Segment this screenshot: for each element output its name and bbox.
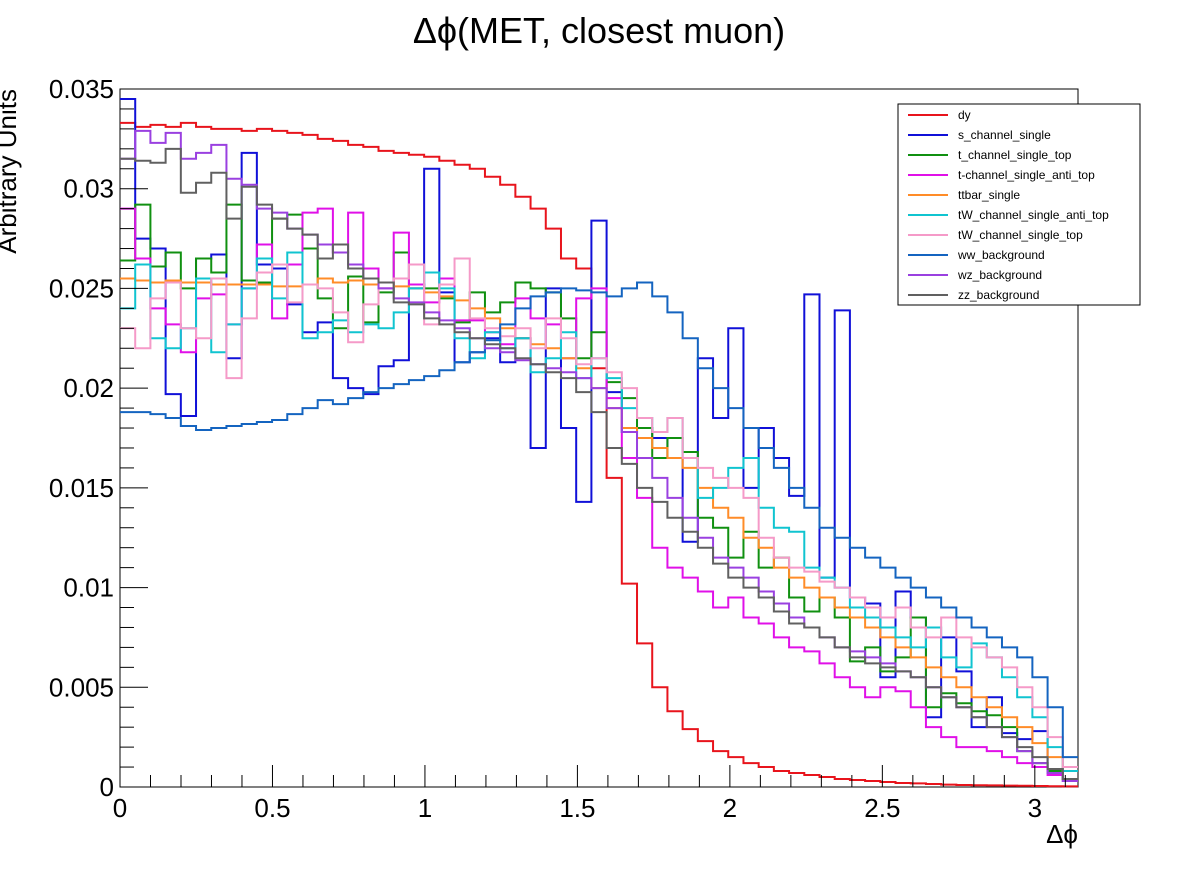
legend-label-3: t-channel_single_anti_top (958, 168, 1095, 182)
series-line-3 (120, 207, 1078, 783)
y-axis-label: Arbitrary Units (0, 89, 22, 254)
y-tick-label: 0.015 (49, 473, 114, 503)
x-axis-label: Δϕ (1046, 819, 1078, 849)
y-tick-label: 0.035 (49, 74, 114, 104)
plot-frame (119, 88, 1079, 788)
x-tick-label: 3 (1028, 793, 1042, 823)
axes-layer: 0 0.5 1 1.5 2 2.5 3 0 0.005 0.01 0.015 0.02 0.025 0.0… (49, 74, 1066, 823)
series-line-6 (120, 257, 1078, 769)
legend-label-0: dy (958, 108, 971, 122)
y-tick-label: 0 (100, 772, 114, 802)
y-tick-label: 0.02 (63, 373, 114, 403)
legend-label-4: ttbar_single (958, 188, 1020, 202)
x-tick-label: 1.5 (559, 793, 595, 823)
legend-label-5: tW_channel_single_anti_top (958, 208, 1109, 222)
chart-title: Δϕ(MET, closest muon) (413, 10, 785, 51)
legend-box (897, 103, 1141, 306)
y-tick-label: 0.01 (63, 573, 114, 603)
x-tick-label: 0.5 (254, 793, 290, 823)
legend-label-8: wz_background (957, 268, 1042, 282)
y-tick-label: 0.005 (49, 672, 114, 702)
legend-label-9: zz_background (958, 288, 1039, 302)
series-line-7 (120, 281, 1078, 759)
legend-label-2: t_channel_single_top (958, 148, 1072, 162)
x-tick-label: 1 (418, 793, 432, 823)
series-line-5 (120, 251, 1078, 773)
legend-label-1: s_channel_single (958, 128, 1051, 142)
series-line-9 (120, 147, 1078, 781)
x-tick-label: 0 (113, 793, 127, 823)
x-tick-label: 2.5 (864, 793, 900, 823)
x-tick-label: 2 (723, 793, 737, 823)
legend: dy s_channel_single t_channel_single_top t-… (897, 103, 1141, 306)
series-layer (120, 97, 1078, 788)
y-tick-label: 0.03 (63, 174, 114, 204)
legend-label-6: tW_channel_single_top (958, 228, 1083, 242)
series-line-4 (120, 277, 1078, 773)
y-tick-label: 0.025 (49, 273, 114, 303)
legend-label-7: ww_background (957, 248, 1045, 262)
